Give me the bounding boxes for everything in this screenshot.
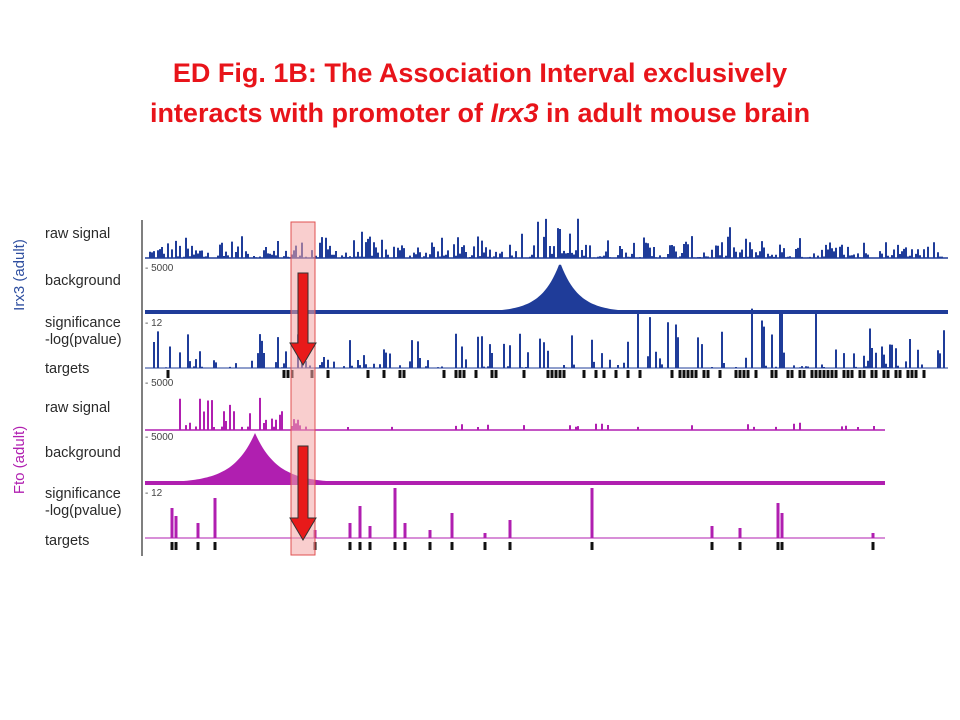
group-label: Fto (adult): [11, 426, 28, 494]
background-track: [145, 264, 948, 312]
track-label: targets: [45, 533, 89, 549]
scale-label: - 5000: [145, 432, 174, 443]
title-part: interacts with promoter of: [150, 98, 491, 128]
title-part: in adult mouse brain: [539, 98, 811, 128]
track-label: significance: [45, 315, 121, 331]
track-label: -log(pvalue): [45, 332, 122, 348]
scale-label: - 12: [145, 318, 163, 329]
arrow: [289, 272, 317, 366]
targets-track: [166, 370, 926, 378]
tracks: [145, 218, 948, 550]
track-label: targets: [45, 361, 89, 377]
track-label: raw signal: [45, 226, 110, 242]
scale-label: - 5000: [145, 378, 174, 389]
title-line-1: ED Fig. 1B: The Association Interval exc…: [173, 58, 787, 88]
track-label: background: [45, 273, 121, 289]
track-label: background: [45, 445, 121, 461]
background-track: [145, 433, 885, 483]
track-label: raw signal: [45, 400, 110, 416]
title-gene: Irx3: [490, 98, 538, 128]
group-label: Irx3 (adult): [11, 239, 28, 311]
track-label: -log(pvalue): [45, 503, 122, 519]
title-line-2: interacts with promoter of Irx3 in adult…: [150, 98, 810, 128]
scale-label: - 12: [145, 488, 163, 499]
track-label: significance: [45, 486, 121, 502]
arrow: [289, 445, 317, 541]
scale-label: - 5000: [145, 263, 174, 274]
